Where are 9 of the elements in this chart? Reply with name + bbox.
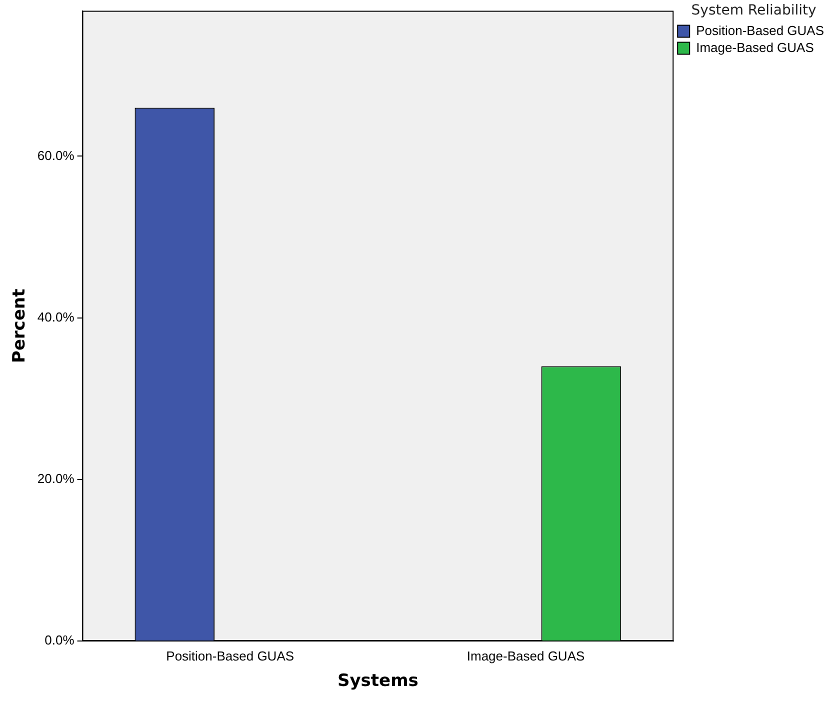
y-tick-label: 20.0% — [37, 470, 75, 486]
y-tick-label: 0.0% — [44, 632, 75, 648]
legend-title: System Reliability — [691, 2, 816, 19]
legend-label: Image-Based GUAS — [696, 40, 814, 55]
y-tick-label: 40.0% — [37, 309, 75, 324]
y-tick-label: 60.0% — [37, 148, 75, 163]
legend-label: Position-Based GUAS — [696, 22, 824, 38]
x-axis-title: Systems — [337, 671, 418, 692]
y-axis-title: Percent — [10, 288, 30, 364]
